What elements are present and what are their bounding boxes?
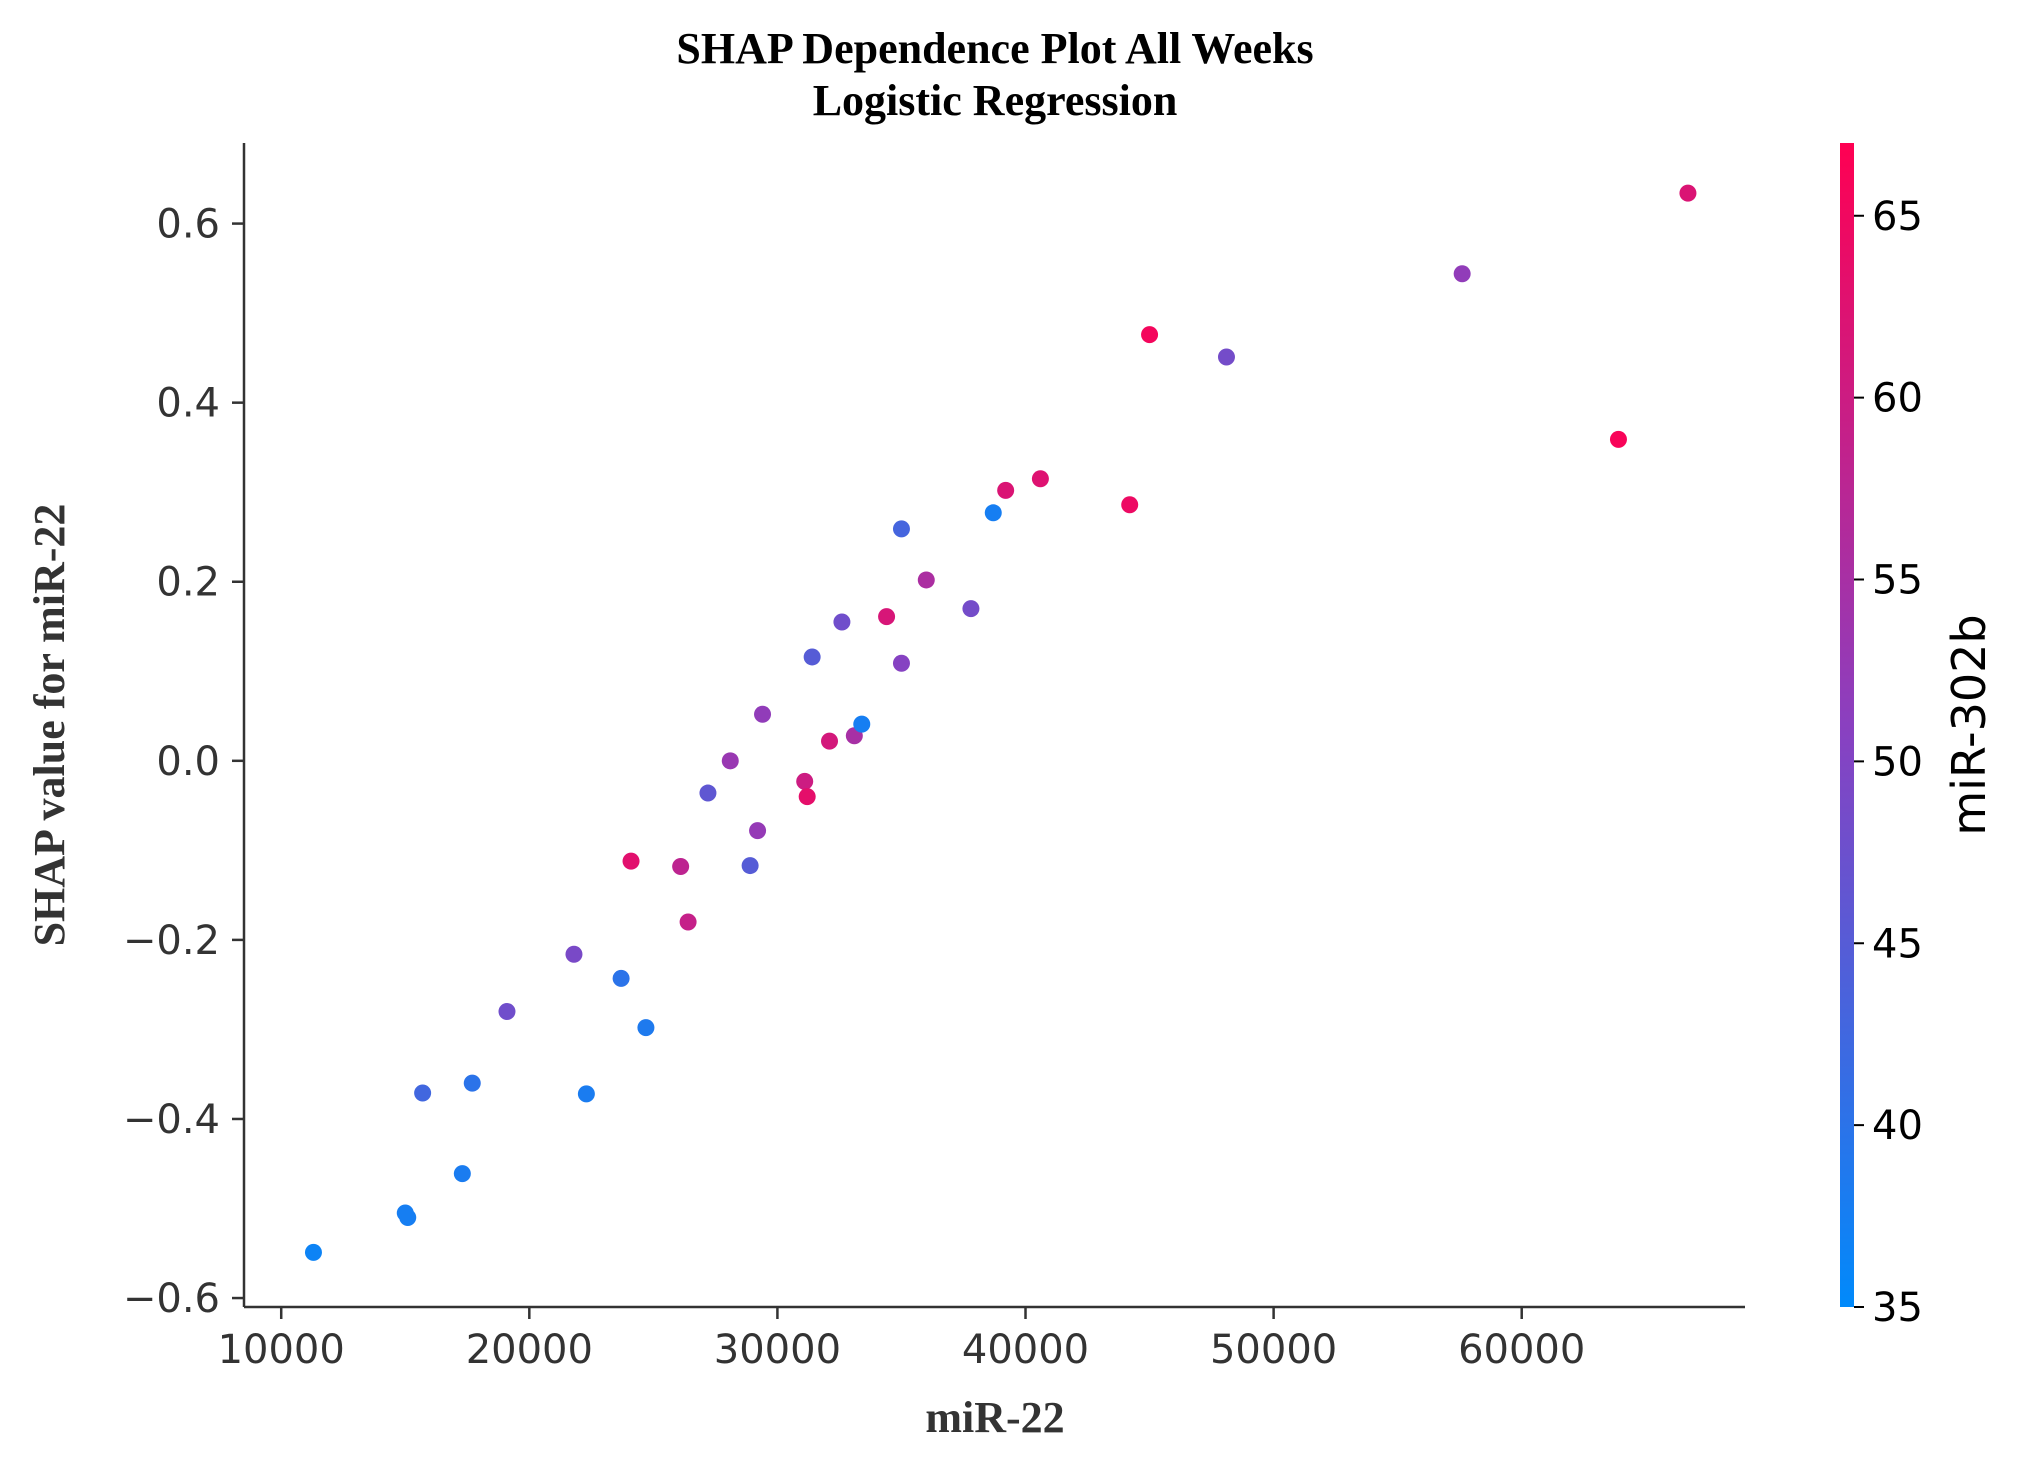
- scatter-point: [1141, 326, 1159, 344]
- x-tick-label: 20000: [466, 1327, 593, 1373]
- y-tick-label: 0.0: [156, 739, 220, 785]
- scatter-point: [749, 822, 767, 840]
- scatter-point: [1453, 265, 1471, 283]
- scatter-point: [917, 571, 935, 589]
- scatter-point: [453, 1165, 471, 1183]
- y-tick-label: −0.2: [123, 918, 220, 964]
- x-axis-label: miR-22: [925, 1393, 1064, 1442]
- y-ticks: 0.6 0.4 0.2 0.0 −0.2 −0.4 −0.6: [123, 202, 244, 1322]
- x-ticks: 10000 20000 30000 40000 50000 60000: [218, 1307, 1585, 1373]
- scatter-point: [754, 705, 772, 723]
- scatter-point: [637, 1019, 655, 1037]
- scatter-point: [699, 784, 717, 802]
- scatter-point: [833, 613, 851, 631]
- x-tick-label: 50000: [1210, 1327, 1337, 1373]
- chart-title-line-2: Logistic Regression: [813, 76, 1178, 125]
- y-tick-label: 0.6: [156, 202, 220, 248]
- colorbar-tick-label: 40: [1872, 1103, 1923, 1149]
- scatter-point: [984, 504, 1002, 522]
- scatter-point: [821, 732, 839, 750]
- scatter-point: [1031, 470, 1049, 488]
- scatter-point: [679, 913, 697, 931]
- scatter-point: [962, 600, 980, 618]
- scatter-point: [853, 715, 871, 733]
- scatter-point: [878, 608, 896, 626]
- scatter-point: [1679, 184, 1697, 202]
- x-tick-label: 60000: [1458, 1327, 1585, 1373]
- colorbar-tick-label: 55: [1872, 558, 1923, 604]
- scatter-point: [1609, 430, 1627, 448]
- scatter-point: [672, 857, 690, 875]
- colorbar-tick-label: 60: [1872, 376, 1923, 422]
- y-tick-label: 0.2: [156, 560, 220, 606]
- scatter-point: [399, 1208, 417, 1226]
- colorbar-tick-label: 50: [1872, 739, 1923, 785]
- scatter-point: [565, 945, 583, 963]
- scatter-point: [1217, 348, 1235, 366]
- scatter-point: [803, 648, 821, 666]
- scatter-point: [498, 1003, 516, 1021]
- y-tick-label: −0.6: [123, 1276, 220, 1322]
- scatter-point: [892, 520, 910, 538]
- scatter-point: [414, 1084, 432, 1102]
- y-axis-label: SHAP value for miR-22: [25, 504, 74, 947]
- scatter-point: [463, 1074, 481, 1092]
- x-tick-label: 40000: [962, 1327, 1089, 1373]
- colorbar-tick-label: 35: [1872, 1285, 1923, 1331]
- scatter-point: [577, 1085, 595, 1103]
- colorbar-tick-label: 45: [1872, 921, 1923, 967]
- scatter-points: [304, 184, 1697, 1261]
- y-tick-label: 0.4: [156, 381, 220, 427]
- colorbar-tick-label: 65: [1872, 194, 1923, 240]
- y-tick-label: −0.4: [123, 1097, 220, 1143]
- chart-title-line-1: SHAP Dependence Plot All Weeks: [676, 24, 1313, 73]
- x-tick-label: 10000: [218, 1327, 345, 1373]
- scatter-point: [622, 852, 640, 870]
- scatter-point: [1121, 496, 1139, 514]
- colorbar-ticks: 35 40 45 50 55 60 65: [1854, 194, 1923, 1331]
- scatter-point: [892, 654, 910, 672]
- x-tick-label: 30000: [714, 1327, 841, 1373]
- scatter-point: [721, 752, 739, 770]
- scatter-point: [997, 481, 1015, 499]
- scatter-point: [612, 969, 630, 987]
- scatter-point: [796, 772, 814, 790]
- scatter-point: [798, 788, 816, 806]
- scatter-point: [741, 857, 759, 875]
- colorbar: [1840, 143, 1854, 1307]
- scatter-point: [304, 1243, 322, 1261]
- colorbar-label: miR-302b: [1942, 614, 1996, 835]
